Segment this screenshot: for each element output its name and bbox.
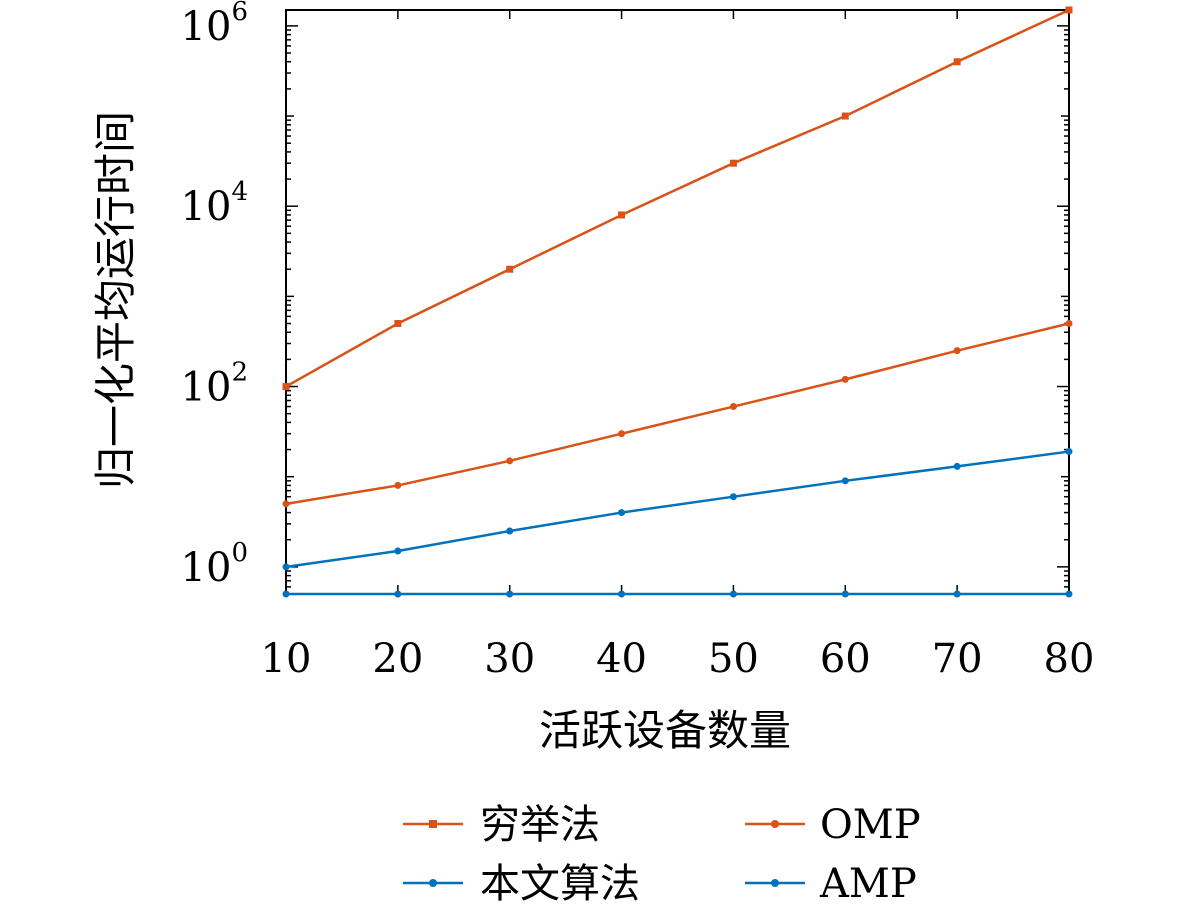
data-point	[1065, 590, 1073, 598]
series-1	[282, 320, 1073, 508]
data-point	[394, 547, 402, 555]
data-point	[618, 509, 626, 517]
legend-marker	[771, 820, 779, 828]
legend-item: 本文算法	[403, 861, 640, 907]
legend-label: OMP	[820, 802, 921, 848]
data-point	[506, 527, 514, 535]
legend-item: AMP	[745, 861, 917, 907]
data-point	[618, 590, 626, 598]
data-point	[394, 481, 402, 489]
data-point	[282, 563, 290, 571]
x-axis-title: 活跃设备数量	[539, 706, 791, 755]
data-point	[953, 347, 961, 355]
data-point	[506, 590, 514, 598]
series-line	[285, 8, 1070, 388]
data-point	[282, 500, 290, 508]
data-point	[282, 383, 290, 391]
x-tick-label: 50	[708, 636, 759, 682]
data-point	[394, 590, 402, 598]
data-point	[282, 590, 290, 598]
series-2	[282, 448, 1073, 571]
legend-label: 穷举法	[480, 802, 600, 848]
x-tick-label: 60	[820, 636, 871, 682]
legend-label: 本文算法	[480, 861, 640, 907]
x-tick-label: 10	[261, 636, 312, 682]
data-point	[618, 430, 626, 438]
data-point	[841, 477, 849, 485]
legend-item: OMP	[745, 802, 921, 848]
data-point	[729, 493, 737, 501]
axis-ticks	[285, 10, 1070, 595]
legend-marker	[771, 879, 779, 887]
y-axis-title: 归一化平均运行时间	[91, 111, 140, 489]
data-point	[953, 462, 961, 470]
data-point	[841, 375, 849, 383]
data-point	[1065, 320, 1073, 328]
data-point	[618, 211, 626, 219]
x-tick-label: 70	[932, 636, 983, 682]
series-line	[285, 450, 1070, 569]
legend-marker	[429, 820, 437, 828]
legend-item: 穷举法	[403, 802, 600, 848]
data-point	[841, 112, 849, 120]
data-point	[1065, 6, 1073, 14]
x-tick-label: 40	[596, 636, 647, 682]
data-point	[729, 403, 737, 411]
y-tick-label: 106	[181, 0, 248, 50]
x-tick-label: 20	[372, 636, 423, 682]
series-line	[285, 322, 1070, 506]
series-group	[282, 6, 1073, 598]
data-point	[394, 320, 402, 328]
data-point	[729, 590, 737, 598]
data-point	[953, 58, 961, 66]
plot-area-frame	[285, 9, 1070, 595]
legend-label: AMP	[819, 861, 917, 907]
legend: 穷举法 OMP 本文算法 AMP	[403, 802, 921, 907]
data-point	[1065, 448, 1073, 456]
series-3	[282, 590, 1073, 598]
x-tick-label: 30	[484, 636, 535, 682]
y-tick-label: 102	[181, 358, 248, 411]
data-point	[506, 457, 514, 465]
y-tick-label: 100	[181, 538, 248, 591]
data-point	[953, 590, 961, 598]
series-0	[282, 6, 1073, 391]
legend-marker	[429, 879, 437, 887]
x-tick-label: 80	[1044, 636, 1095, 682]
data-point	[506, 265, 514, 273]
data-point	[729, 159, 737, 167]
y-tick-label: 104	[181, 177, 248, 230]
data-point	[841, 590, 849, 598]
tick-labels: 10 20 30 40 50 60 70 80 100 102 104 106	[181, 0, 1095, 682]
plot-frame	[285, 9, 1070, 595]
